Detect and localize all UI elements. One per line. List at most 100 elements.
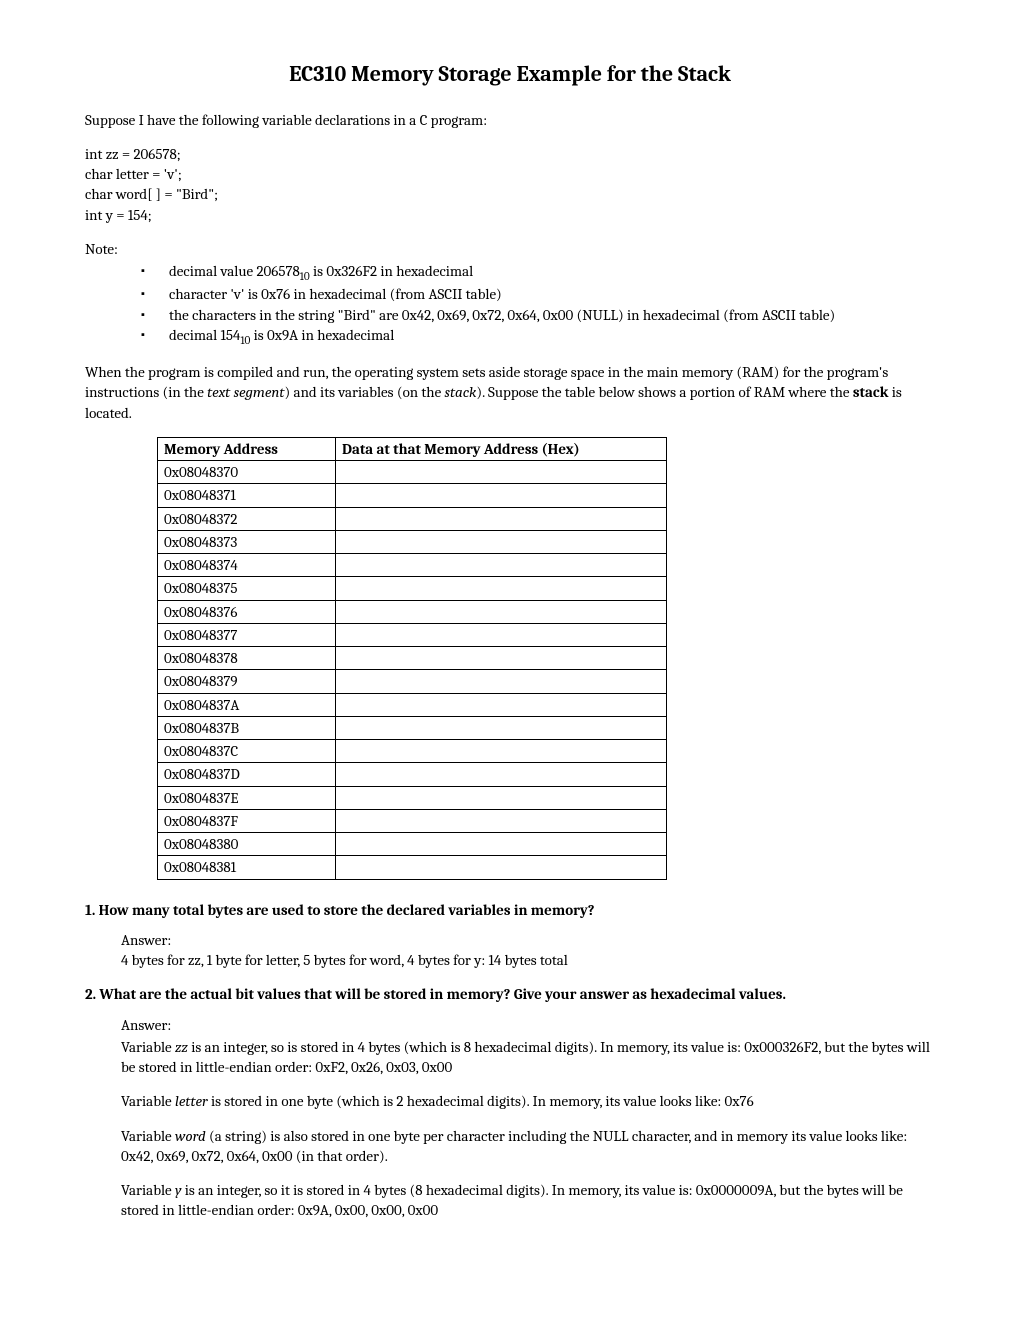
note-label: Note: <box>85 239 935 259</box>
data-cell <box>336 507 667 530</box>
address-cell: 0x0804837A <box>158 693 336 716</box>
table-row: 0x0804837B <box>158 716 667 739</box>
a2p1b: zz <box>175 1038 188 1056</box>
para2-part-d: stack <box>445 383 477 401</box>
note-4-text-a: decimal 154 <box>169 326 240 344</box>
data-cell <box>336 670 667 693</box>
answer-1-label: Answer: <box>121 930 935 950</box>
table-row: 0x0804837D <box>158 763 667 786</box>
intro-paragraph: Suppose I have the following variable de… <box>85 110 935 130</box>
code-line-2: char letter = 'v'; <box>85 164 935 184</box>
question-2: 2. What are the actual bit values that w… <box>85 984 935 1004</box>
data-cell <box>336 716 667 739</box>
address-cell: 0x0804837E <box>158 786 336 809</box>
code-line-3: char word[ ] = "Bird"; <box>85 184 935 204</box>
note-item-2: character 'v' is 0x76 in hexadecimal (fr… <box>141 284 935 304</box>
table-row: 0x08048380 <box>158 833 667 856</box>
a2p3c: (a string) is also stored in one byte pe… <box>121 1127 907 1165</box>
table-row: 0x0804837C <box>158 740 667 763</box>
a2p3a: Variable <box>121 1127 175 1145</box>
answer-2-para-2: Variable letter is stored in one byte (w… <box>121 1091 935 1111</box>
data-cell <box>336 554 667 577</box>
a2p3b: word <box>175 1127 206 1145</box>
table-header-address: Memory Address <box>158 437 336 460</box>
code-declarations: int zz = 206578; char letter = 'v'; char… <box>85 144 935 225</box>
note-item-4: decimal 15410 is 0x9A in hexadecimal <box>141 325 935 348</box>
address-cell: 0x08048374 <box>158 554 336 577</box>
address-cell: 0x08048377 <box>158 623 336 646</box>
explanation-paragraph: When the program is compiled and run, th… <box>85 362 935 423</box>
address-cell: 0x08048370 <box>158 461 336 484</box>
para2-part-f: stack <box>853 383 889 401</box>
note-1-subscript: 10 <box>300 270 310 283</box>
table-row: 0x08048381 <box>158 856 667 879</box>
answer-1-block: Answer: 4 bytes for zz, 1 byte for lette… <box>85 930 935 971</box>
a2p1c: is an integer, so is stored in 4 bytes (… <box>121 1038 930 1076</box>
table-row: 0x08048376 <box>158 600 667 623</box>
table-row: 0x08048371 <box>158 484 667 507</box>
para2-part-b: text segment <box>207 383 284 401</box>
a2p2b: letter <box>175 1092 208 1110</box>
answer-2-label: Answer: <box>121 1015 935 1035</box>
data-cell <box>336 461 667 484</box>
table-row: 0x08048375 <box>158 577 667 600</box>
data-cell <box>336 693 667 716</box>
address-cell: 0x0804837F <box>158 809 336 832</box>
note-1-text-b: is 0x326F2 in hexadecimal <box>310 262 474 280</box>
data-cell <box>336 530 667 553</box>
address-cell: 0x08048380 <box>158 833 336 856</box>
page-title: EC310 Memory Storage Example for the Sta… <box>85 60 935 90</box>
address-cell: 0x08048372 <box>158 507 336 530</box>
table-row: 0x0804837A <box>158 693 667 716</box>
data-cell <box>336 577 667 600</box>
data-cell <box>336 856 667 879</box>
table-row: 0x08048373 <box>158 530 667 553</box>
answer-2-block: Answer: Variable zz is an integer, so is… <box>85 1015 935 1221</box>
para2-part-c: ) and its variables (on the <box>284 383 444 401</box>
data-cell <box>336 623 667 646</box>
code-line-1: int zz = 206578; <box>85 144 935 164</box>
answer-2-para-4: Variable y is an integer, so it is store… <box>121 1180 935 1221</box>
notes-list: decimal value 20657810 is 0x326F2 in hex… <box>85 261 935 348</box>
answer-2-para-1: Variable zz is an integer, so is stored … <box>121 1037 935 1078</box>
data-cell <box>336 484 667 507</box>
table-row: 0x08048374 <box>158 554 667 577</box>
para2-part-e: ). Suppose the table below shows a porti… <box>476 383 852 401</box>
address-cell: 0x08048378 <box>158 647 336 670</box>
note-1-text-a: decimal value 206578 <box>169 262 300 280</box>
answer-2-para-3: Variable word (a string) is also stored … <box>121 1126 935 1167</box>
a2p1a: Variable <box>121 1038 175 1056</box>
data-cell <box>336 763 667 786</box>
table-row: 0x08048378 <box>158 647 667 670</box>
address-cell: 0x08048376 <box>158 600 336 623</box>
table-header-data: Data at that Memory Address (Hex) <box>336 437 667 460</box>
table-row: 0x0804837E <box>158 786 667 809</box>
note-item-1: decimal value 20657810 is 0x326F2 in hex… <box>141 261 935 284</box>
data-cell <box>336 647 667 670</box>
a2p4c: is an integer, so it is stored in 4 byte… <box>121 1181 903 1219</box>
note-4-text-b: is 0x9A in hexadecimal <box>250 326 394 344</box>
data-cell <box>336 833 667 856</box>
address-cell: 0x08048381 <box>158 856 336 879</box>
address-cell: 0x08048375 <box>158 577 336 600</box>
answer-1-text: 4 bytes for zz, 1 byte for letter, 5 byt… <box>121 950 935 970</box>
a2p2a: Variable <box>121 1092 175 1110</box>
address-cell: 0x0804837B <box>158 716 336 739</box>
code-line-4: int y = 154; <box>85 205 935 225</box>
table-row: 0x08048377 <box>158 623 667 646</box>
question-1: 1. How many total bytes are used to stor… <box>85 900 935 920</box>
address-cell: 0x08048373 <box>158 530 336 553</box>
address-cell: 0x08048379 <box>158 670 336 693</box>
table-row: 0x08048372 <box>158 507 667 530</box>
address-cell: 0x08048371 <box>158 484 336 507</box>
table-row: 0x08048370 <box>158 461 667 484</box>
table-row: 0x0804837F <box>158 809 667 832</box>
address-cell: 0x0804837C <box>158 740 336 763</box>
data-cell <box>336 786 667 809</box>
note-item-3: the characters in the string "Bird" are … <box>141 305 935 325</box>
a2p2c: is stored in one byte (which is 2 hexade… <box>208 1092 754 1110</box>
data-cell <box>336 740 667 763</box>
memory-table: Memory Address Data at that Memory Addre… <box>157 437 667 880</box>
table-row: 0x08048379 <box>158 670 667 693</box>
a2p4a: Variable <box>121 1181 175 1199</box>
